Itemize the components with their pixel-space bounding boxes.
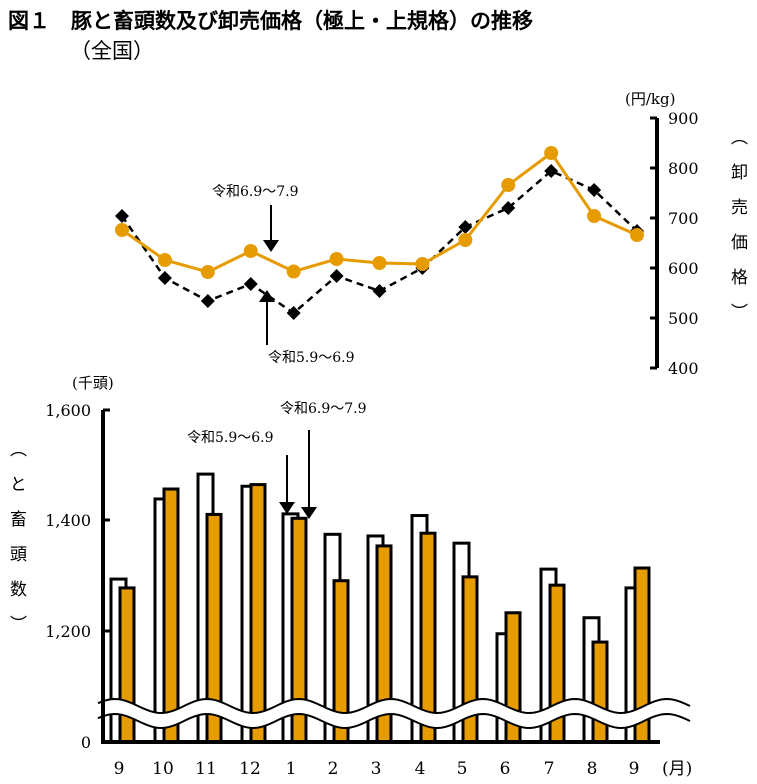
previous-year-price-point: [243, 277, 258, 291]
current-year-price-point: [200, 265, 215, 279]
title-line-1: 図１ 豚と畜頭数及び卸売価格（極上・上規格）の推移: [8, 9, 533, 33]
count-tick-label: 1,600: [45, 401, 91, 420]
month-tick-label: 8: [587, 759, 598, 779]
current-year-price-point: [243, 244, 258, 258]
current-year-price-point: [372, 256, 387, 270]
annotation-arrow-down-icon: [301, 507, 317, 519]
month-tick-label: 7: [544, 759, 555, 779]
title-line-2: （全国）: [70, 39, 154, 63]
month-tick-label: 9: [629, 759, 640, 779]
previous-year-price-point: [115, 209, 129, 223]
month-tick-label: 1: [286, 759, 297, 779]
annotation-arrow-up-icon: [259, 290, 275, 302]
count-unit-label: (千頭): [72, 374, 114, 392]
annotation-current-period: 令和6.9～7.9: [212, 184, 299, 200]
price-tick-label: 700: [668, 209, 699, 228]
month-tick-label: 6: [500, 759, 511, 779]
month-tick-label: 5: [457, 759, 468, 779]
month-tick-label: 9: [114, 759, 125, 779]
month-tick-label: 10: [152, 759, 174, 779]
count-axis-label: （と畜頭数）: [6, 440, 26, 650]
current-year-price-point: [115, 223, 129, 237]
axis-break-line: [97, 712, 691, 730]
current-year-price-point: [501, 178, 516, 192]
annotation-arrow-down-icon: [279, 502, 295, 514]
price-tick-label: 500: [668, 309, 699, 328]
previous-year-price-point: [286, 306, 301, 320]
previous-year-price-point: [544, 164, 559, 178]
previous-year-price-point: [200, 294, 215, 308]
current-year-price-line: [121, 150, 638, 274]
current-year-price-point: [415, 257, 430, 271]
current-year-price-point: [587, 209, 602, 223]
previous-year-price-point: [458, 220, 473, 234]
price-tick-label: 400: [668, 359, 699, 378]
month-unit-label: (月): [662, 759, 692, 779]
previous-year-price-point: [587, 183, 602, 197]
annotation-previous-period: 令和5.9～6.9: [268, 350, 355, 366]
current-year-price-point: [286, 264, 301, 279]
month-tick-label: 3: [371, 759, 382, 779]
price-unit-label: (円/kg): [625, 90, 675, 108]
price-axis-label: （卸売価格）: [727, 128, 747, 338]
price-tick-label: 600: [668, 259, 699, 278]
previous-year-price-point: [501, 201, 516, 215]
axis-break-line: [97, 697, 691, 715]
month-tick-label: 4: [415, 759, 426, 779]
count-tick-label: 0: [81, 733, 91, 752]
previous-year-price-point: [329, 269, 344, 283]
month-tick-label: 12: [239, 759, 261, 779]
current-year-price-point: [458, 233, 473, 247]
month-tick-label: 11: [195, 759, 217, 779]
price-tick-label: 800: [668, 159, 699, 178]
current-year-price-point: [544, 146, 559, 160]
current-year-price-point: [630, 228, 644, 242]
price-tick-label: 900: [668, 109, 699, 128]
previous-year-price-point: [157, 271, 172, 285]
count-tick-label: 1,200: [45, 622, 91, 641]
month-tick-label: 2: [328, 759, 339, 779]
annotation-current-period: 令和6.9～7.9: [280, 401, 367, 417]
count-tick-label: 1,400: [45, 511, 91, 530]
current-year-price-point: [157, 253, 172, 267]
previous-year-price-point: [372, 284, 387, 298]
current-year-slaughter-bar: [591, 640, 609, 744]
current-year-slaughter-bar: [249, 483, 267, 744]
current-year-slaughter-bar: [162, 487, 180, 744]
chart-title: 図１ 豚と畜頭数及び卸売価格（極上・上規格）の推移 （全国）: [8, 6, 533, 66]
annotation-arrow-down-icon: [263, 240, 279, 252]
annotation-previous-period: 令和5.9～6.9: [187, 430, 274, 446]
current-year-price-point: [329, 252, 344, 266]
